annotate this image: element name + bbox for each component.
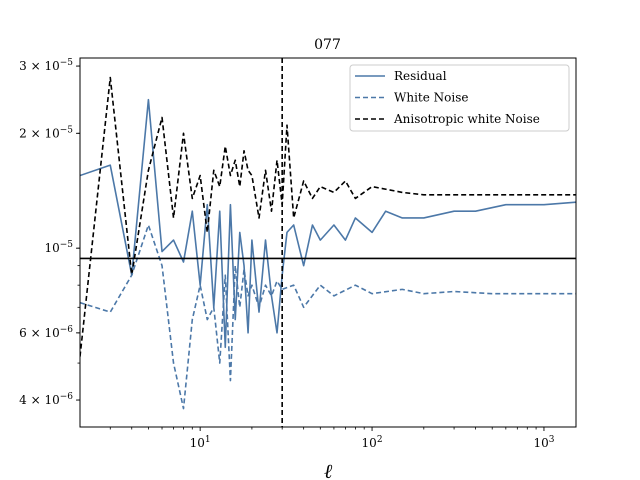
y-tick-label: 6 × 10−6: [19, 325, 73, 340]
legend-label-2: Anisotropic white Noise: [393, 112, 540, 126]
legend-box: [349, 64, 570, 132]
series-line-1: [80, 224, 576, 410]
plot-area: [79, 57, 577, 428]
legend: Residual White Noise Anisotropic white Noi…: [349, 64, 570, 132]
series-line-0: [80, 98, 576, 349]
y-axis: 4 × 10−6 6 × 10−6 10−5 2 × 10−5 3 × 10−5: [19, 58, 80, 407]
series-line-2: [80, 76, 576, 357]
x-tick-label: 102: [362, 435, 383, 450]
legend-label-0: Residual: [394, 69, 447, 83]
reference-lines: [80, 58, 576, 427]
x-tick-label: 101: [190, 435, 211, 450]
plot-frame: [79, 57, 577, 428]
y-tick-label: 3 × 10−5: [19, 58, 73, 73]
y-tick-label: 2 × 10−5: [19, 125, 73, 140]
y-tick-label: 10−5: [44, 240, 73, 255]
series-layer: [80, 76, 576, 410]
chart-title: 077: [314, 37, 341, 53]
y-tick-label: 4 × 10−6: [19, 392, 73, 407]
x-axis: 101 102 103: [109, 427, 555, 450]
legend-label-1: White Noise: [394, 91, 468, 105]
x-tick-label: 103: [533, 435, 554, 450]
x-axis-label: ℓ: [324, 459, 333, 480]
